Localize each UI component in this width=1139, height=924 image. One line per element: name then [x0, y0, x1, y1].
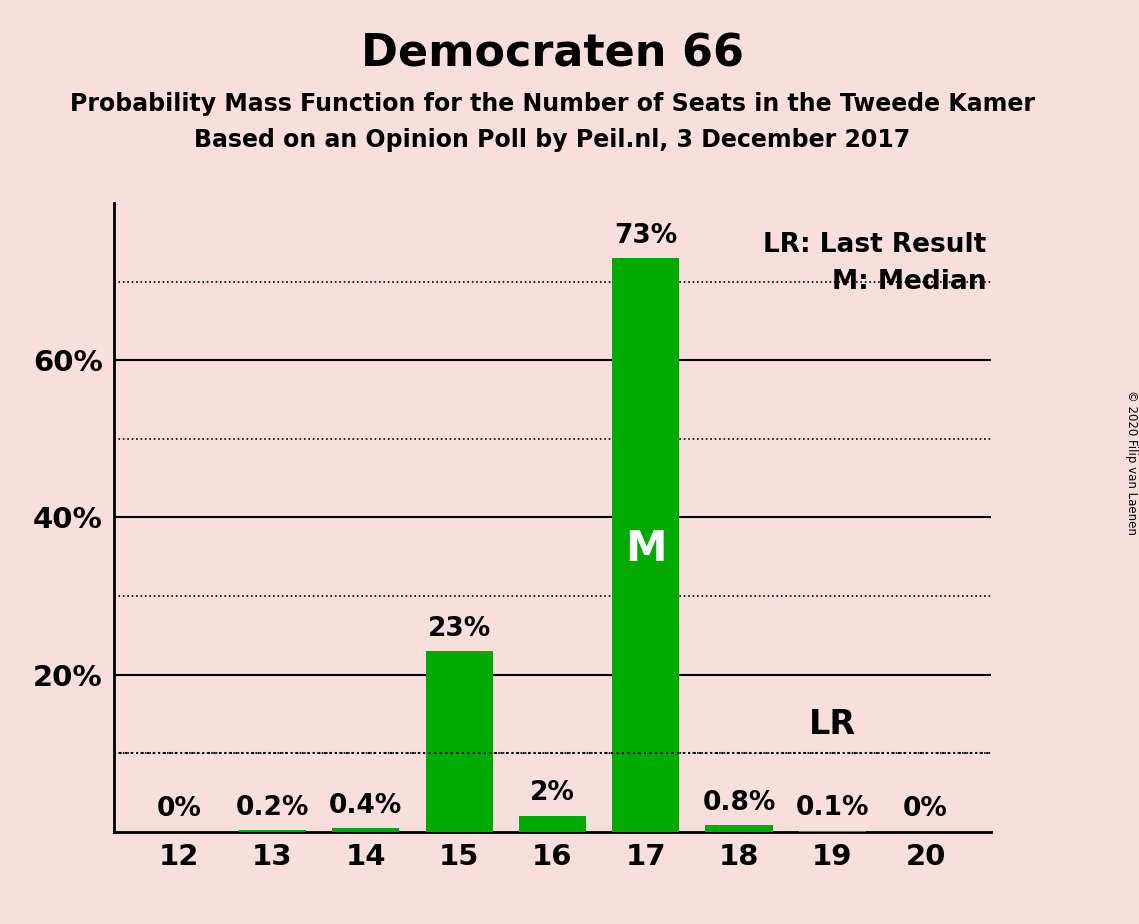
Text: LR: LR: [809, 709, 855, 741]
Text: M: Median: M: Median: [833, 269, 986, 296]
Bar: [426, 650, 493, 832]
Bar: [705, 825, 772, 832]
Bar: [519, 816, 585, 832]
Text: LR: Last Result: LR: Last Result: [763, 232, 986, 258]
Bar: [612, 258, 679, 832]
Text: 73%: 73%: [614, 223, 678, 249]
Text: © 2020 Filip van Laenen: © 2020 Filip van Laenen: [1124, 390, 1138, 534]
Text: Democraten 66: Democraten 66: [361, 32, 744, 76]
Bar: [239, 830, 306, 832]
Text: 0.4%: 0.4%: [329, 793, 402, 819]
Text: 23%: 23%: [427, 615, 491, 641]
Text: 2%: 2%: [530, 781, 575, 807]
Text: 0%: 0%: [157, 796, 202, 822]
Text: Based on an Opinion Poll by Peil.nl, 3 December 2017: Based on an Opinion Poll by Peil.nl, 3 D…: [195, 128, 910, 152]
Text: 0.2%: 0.2%: [236, 795, 309, 821]
Text: 0.8%: 0.8%: [703, 790, 776, 816]
Text: 0.1%: 0.1%: [795, 796, 869, 821]
Text: M: M: [625, 528, 666, 570]
Bar: [333, 829, 400, 832]
Text: 0%: 0%: [903, 796, 948, 822]
Text: Probability Mass Function for the Number of Seats in the Tweede Kamer: Probability Mass Function for the Number…: [69, 92, 1035, 116]
